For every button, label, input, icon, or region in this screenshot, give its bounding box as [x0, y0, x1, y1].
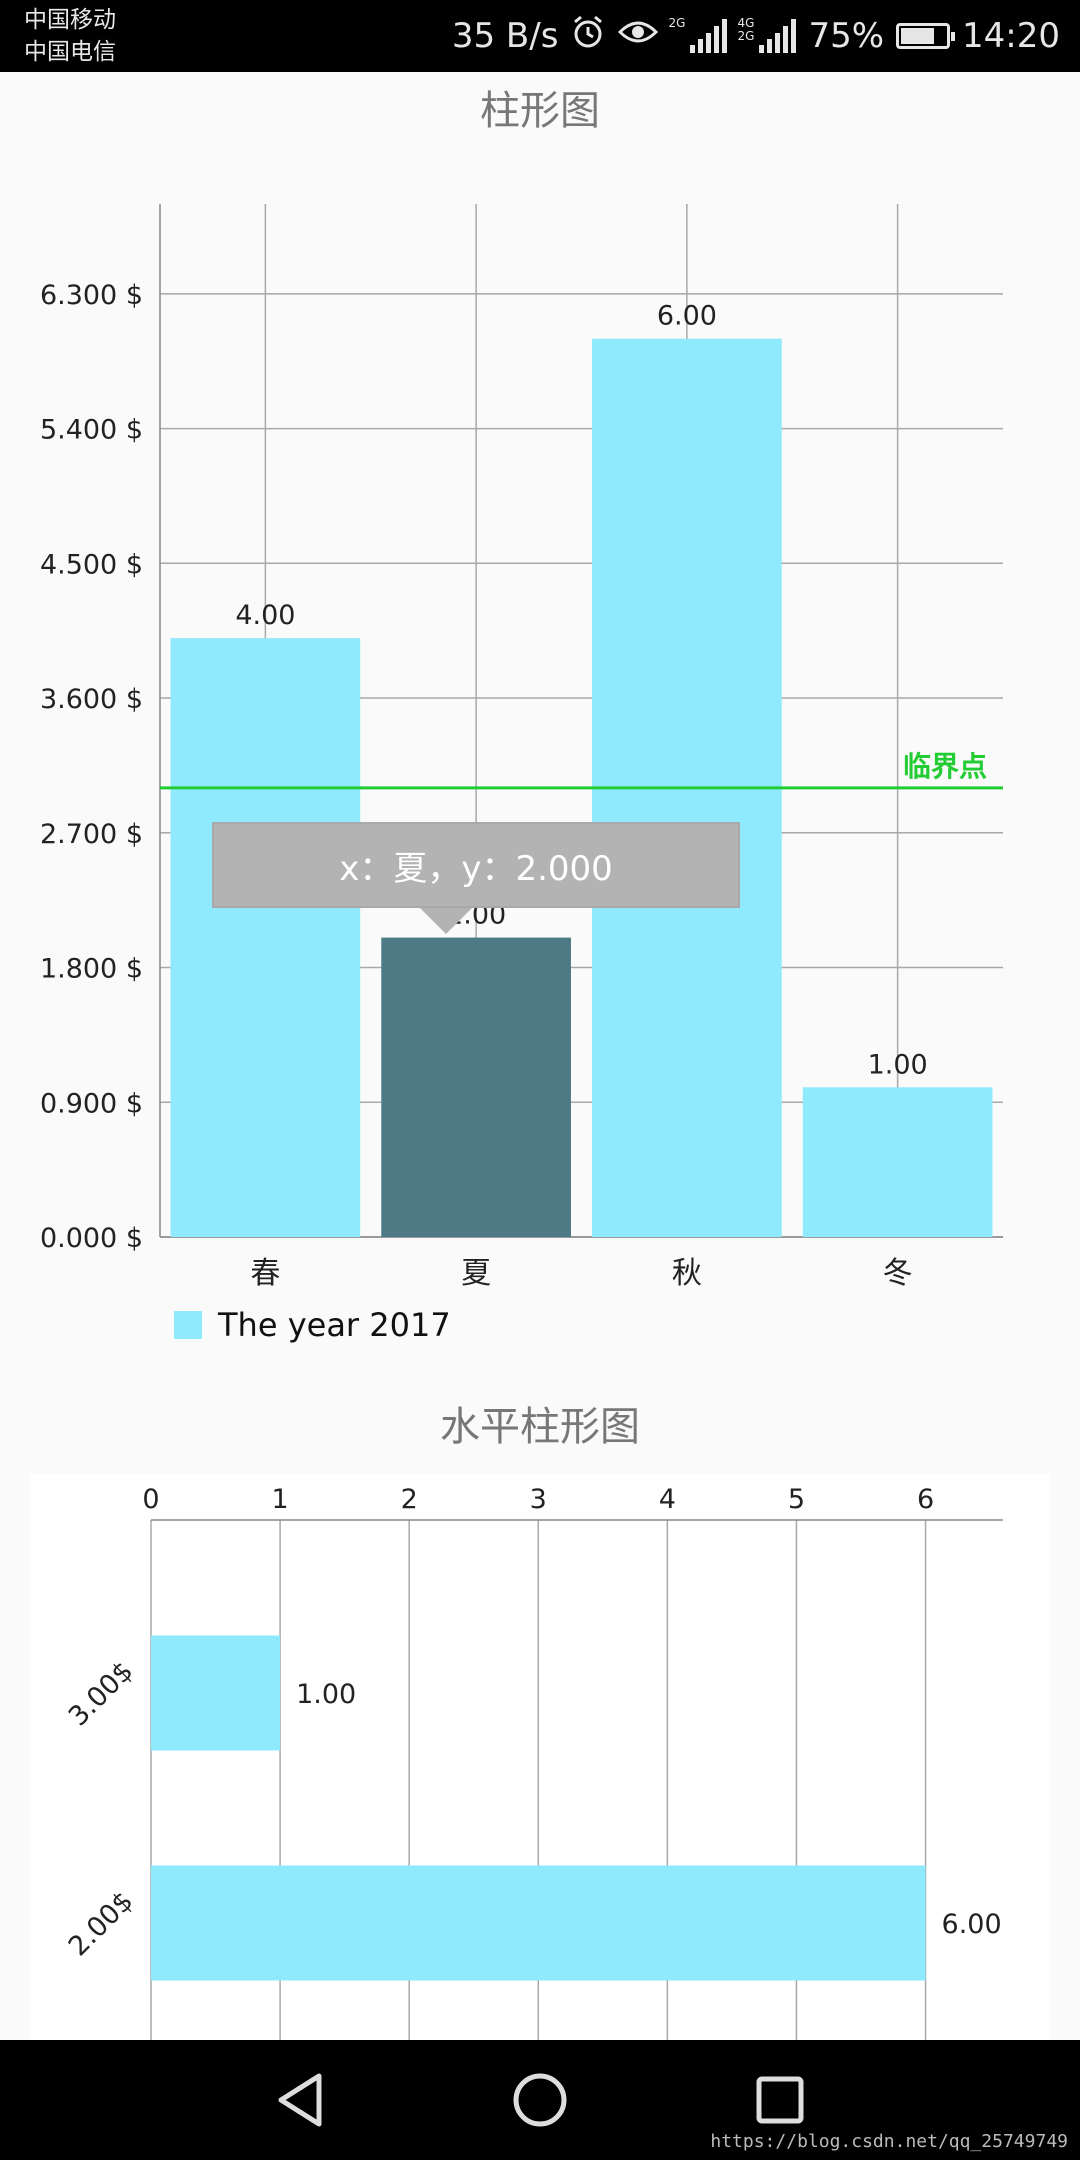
navigation-bar: https://blog.csdn.net/qq_25749749	[0, 2040, 1080, 2160]
home-icon[interactable]	[480, 2040, 600, 2160]
x-tick-label: 春	[250, 1256, 280, 1291]
chart-legend: The year 2017	[174, 1306, 451, 1344]
back-icon[interactable]	[240, 2040, 360, 2160]
x-tick-label: 5	[788, 1484, 805, 1515]
y-tick-label: 3.600 $	[40, 684, 143, 715]
y-tick-label: 2.00$	[63, 1886, 140, 1963]
tooltip-arrow	[420, 908, 472, 934]
alarm-icon	[570, 14, 606, 59]
eye-icon	[618, 16, 659, 56]
horizontal-bar-chart[interactable]: 0 1 2 3 4 5 6 1.00 3.00$ 6.00 2.00$	[0, 0, 1080, 2040]
net-speed: 35 B/s	[451, 16, 559, 56]
signal-2-icon: 4G 2G	[737, 16, 797, 53]
x-tick-label: 4	[659, 1484, 676, 1515]
hbar-1[interactable]	[151, 1865, 926, 1981]
vertical-bar-chart[interactable]: 0.000 $ 0.900 $ 1.800 $ 2.700 $ 3.600 $ 4.500…	[0, 0, 1080, 1300]
status-bar: 中国移动 中国电信 35 B/s 2G 4G 2G 75% 14:20	[0, 0, 1080, 72]
status-icons: 35 B/s 2G 4G 2G 75% 14:20	[452, 0, 1060, 72]
hbar-value-label: 6.00	[942, 1909, 1002, 1940]
legend-label: The year 2017	[218, 1306, 451, 1344]
carrier-1: 中国移动	[24, 7, 116, 33]
x-tick-label: 2	[401, 1484, 418, 1515]
y-tick-label: 2.700 $	[40, 819, 143, 850]
bar-3[interactable]	[802, 1087, 993, 1237]
clock: 14:20	[962, 16, 1060, 56]
battery-icon	[896, 23, 956, 49]
x-tick-label: 1	[271, 1484, 288, 1515]
y-tick-label: 1.800 $	[40, 954, 143, 985]
hbar-value-label: 1.00	[296, 1679, 356, 1710]
signal-1-tag: 2G	[668, 16, 686, 30]
x-tick-label: 6	[917, 1484, 934, 1515]
y-tick-label: 6.300 $	[40, 280, 143, 311]
x-tick-label: 冬	[883, 1256, 913, 1291]
x-tick-label: 0	[142, 1484, 159, 1515]
y-tick-label: 3.00$	[63, 1656, 140, 1733]
bar-value-label: 6.00	[657, 301, 717, 332]
hbar-0[interactable]	[151, 1635, 281, 1751]
x-tick-label: 秋	[672, 1256, 702, 1291]
bar-value-label: 4.00	[235, 600, 295, 631]
chart-tooltip: x：夏，y：2.000	[212, 822, 740, 908]
horizontal-chart-title: 水平柱形图	[440, 1404, 640, 1450]
bar-1[interactable]	[381, 937, 571, 1237]
legend-swatch	[174, 1311, 202, 1339]
battery-fill	[901, 28, 935, 44]
bar-value-label: 1.00	[868, 1049, 928, 1080]
signal-2-tag: 4G 2G	[737, 16, 755, 43]
limit-line-label: 临界点	[903, 750, 987, 783]
x-tick-label: 3	[530, 1484, 547, 1515]
watermark: https://blog.csdn.net/qq_25749749	[710, 2131, 1068, 2152]
y-tick-label: 0.000 $	[40, 1223, 143, 1254]
bar-0[interactable]	[170, 638, 361, 1237]
y-tick-label: 4.500 $	[40, 549, 143, 580]
x-tick-label: 夏	[461, 1256, 491, 1291]
recent-apps-icon[interactable]	[720, 2040, 840, 2160]
vertical-chart-title: 柱形图	[480, 88, 600, 134]
y-tick-label: 5.400 $	[40, 415, 143, 446]
carrier-info: 中国移动 中国电信	[24, 4, 116, 68]
battery-percent: 75%	[808, 16, 885, 56]
signal-icon: 2G	[668, 16, 728, 53]
y-tick-label: 0.900 $	[40, 1088, 143, 1119]
carrier-2: 中国电信	[24, 39, 116, 65]
